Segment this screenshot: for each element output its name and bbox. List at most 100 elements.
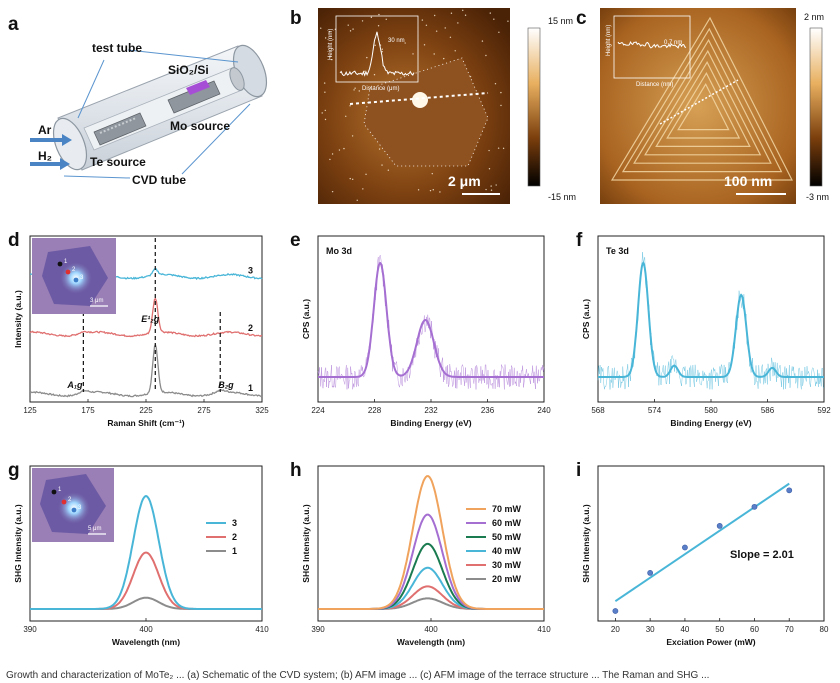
x-tick-label-f-1: 574 bbox=[648, 406, 662, 415]
afm-b-particle bbox=[324, 91, 326, 93]
afm-b-particle bbox=[347, 24, 349, 26]
slope-annotation: Slope = 2.01 bbox=[730, 549, 794, 561]
afm-b-particle bbox=[331, 190, 334, 193]
x-tick-label-h-2: 410 bbox=[537, 625, 551, 634]
afm-b-particle bbox=[481, 40, 484, 42]
panel-label-e: e bbox=[290, 230, 301, 251]
x-tick-label-d-2: 225 bbox=[139, 406, 153, 415]
afm-c-inset-value: 0.7 nm bbox=[664, 40, 682, 46]
panel-label-i: i bbox=[576, 460, 581, 481]
y-axis-label-e: CPS (a.u.) bbox=[301, 299, 311, 339]
afm-c-scalebar-label: 100 nm bbox=[724, 173, 772, 189]
x-tick-label-d-0: 125 bbox=[23, 406, 37, 415]
afm-b-particle bbox=[449, 36, 452, 38]
afm-c-colorbar-min: -3 nm bbox=[806, 192, 829, 202]
afm-b-particle bbox=[329, 56, 331, 58]
afm-b-particle bbox=[349, 105, 351, 107]
afm-b-particle bbox=[381, 50, 383, 53]
panel-i: i 20 30 40 50 60 70 80 Exciation Power (mW) SHG … bbox=[576, 460, 829, 647]
shg-inset-point-label-1: 1 bbox=[58, 487, 62, 493]
afm-c-terrace-edge-4 bbox=[655, 60, 751, 147]
afm-b-particle bbox=[485, 188, 487, 191]
afm-b-particle bbox=[361, 20, 364, 22]
afm-b-particle bbox=[498, 31, 500, 33]
x-tick-label-d-3: 275 bbox=[197, 406, 211, 415]
shg-power-series-20-mW bbox=[318, 597, 544, 610]
x-axis-label-h: Wavelength (nm) bbox=[397, 637, 465, 647]
afm-b-particle bbox=[362, 188, 364, 190]
raman-inset-point-label-1: 1 bbox=[64, 259, 68, 265]
afm-b-particle bbox=[462, 9, 464, 12]
x-axis-label-f: Binding Energy (eV) bbox=[670, 418, 751, 428]
raman-peak-label-2: B₂g bbox=[218, 380, 234, 390]
afm-b-particle bbox=[464, 14, 467, 16]
x-axis-label-g: Wavelength (nm) bbox=[112, 637, 180, 647]
afm-b-particle bbox=[366, 56, 368, 59]
afm-b-inset-value: 30 nm bbox=[388, 38, 405, 44]
raman-series-label-2: 2 bbox=[248, 323, 253, 333]
y-axis-label-i: SHG Intensity (a.u.) bbox=[581, 504, 591, 583]
x-tick-label-i-0: 20 bbox=[611, 625, 620, 634]
afm-b-nucleation-spot bbox=[412, 92, 428, 108]
shg-inset-point-1 bbox=[51, 489, 57, 495]
afm-b-particle bbox=[351, 178, 354, 181]
x-tick-label-i-4: 60 bbox=[750, 625, 759, 634]
x-tick-label-i-6: 80 bbox=[820, 625, 829, 634]
x-tick-label-f-3: 586 bbox=[761, 406, 775, 415]
afm-b-particle bbox=[439, 191, 441, 193]
afm-b-particle bbox=[381, 164, 383, 166]
shg-legend-label-3: 3 bbox=[232, 518, 237, 528]
panel-e: e 224 228 232 236 240 Binding Energy (eV) CPS … bbox=[290, 230, 551, 428]
afm-b-particle bbox=[497, 147, 500, 149]
power-data-point-2 bbox=[682, 544, 688, 551]
raman-inset-point-1 bbox=[57, 261, 63, 267]
x-tick-label-h-1: 400 bbox=[424, 625, 438, 634]
afm-b-inset-frame bbox=[335, 15, 419, 83]
shg-inset-point-3 bbox=[71, 507, 77, 513]
afm-b-particle bbox=[328, 30, 331, 33]
figure-caption-fragment: Growth and characterization of MoTe₂ ...… bbox=[6, 670, 710, 681]
shg-legend-label-2: 2 bbox=[232, 532, 237, 542]
afm-c-terraces bbox=[610, 16, 793, 181]
shg-power-legend-label-0: 70 mW bbox=[492, 504, 522, 514]
afm-b-particle bbox=[425, 24, 428, 27]
afm-c-terrace-edge-5 bbox=[666, 71, 741, 139]
x-axis-label-i: Exciation Power (mW) bbox=[666, 637, 755, 647]
te-powder bbox=[99, 117, 137, 134]
afm-b-particle bbox=[464, 179, 467, 182]
power-data-point-0 bbox=[612, 608, 619, 614]
afm-b-particle bbox=[329, 158, 331, 161]
afm-b-particle bbox=[354, 87, 356, 89]
raman-series-label-1: 1 bbox=[248, 383, 253, 393]
afm-b-particle bbox=[345, 115, 347, 117]
afm-b-particle bbox=[412, 53, 414, 55]
afm-b-particle bbox=[490, 189, 493, 191]
afm-b-particle bbox=[324, 109, 326, 112]
afm-b-particle bbox=[385, 18, 387, 20]
afm-c-terrace-edge-1 bbox=[621, 27, 783, 173]
afm-b-particle bbox=[370, 16, 373, 19]
shg-series-2 bbox=[30, 551, 262, 610]
afm-b-particle bbox=[373, 74, 376, 76]
afm-b-particle bbox=[500, 91, 502, 94]
afm-c-terrace-edge-3 bbox=[644, 49, 762, 156]
afm-b-particle bbox=[356, 199, 358, 201]
afm-b-particle bbox=[432, 189, 434, 191]
raman-inset-point-3 bbox=[73, 277, 79, 283]
afm-b-particle bbox=[485, 54, 487, 57]
test-tube-label: test tube bbox=[92, 41, 142, 55]
afm-b-particle bbox=[352, 28, 354, 30]
afm-b-particle bbox=[331, 58, 333, 61]
power-data-point-3 bbox=[716, 523, 723, 529]
x-tick-label-g-0: 390 bbox=[23, 625, 37, 634]
x-tick-label-g-1: 400 bbox=[139, 625, 153, 634]
x-tick-label-g-2: 410 bbox=[255, 625, 269, 634]
test-tube-pointer-2 bbox=[77, 59, 105, 119]
afm-b-colorbar-max: 15 nm bbox=[548, 16, 573, 26]
raman-peak-label-1: E¹₂g bbox=[141, 314, 159, 324]
afm-b-particle bbox=[433, 53, 435, 55]
shg-series-1 bbox=[30, 596, 262, 610]
raman-series-2 bbox=[29, 297, 263, 338]
afm-b-inset-xlabel: Distance (μm) bbox=[362, 86, 399, 92]
